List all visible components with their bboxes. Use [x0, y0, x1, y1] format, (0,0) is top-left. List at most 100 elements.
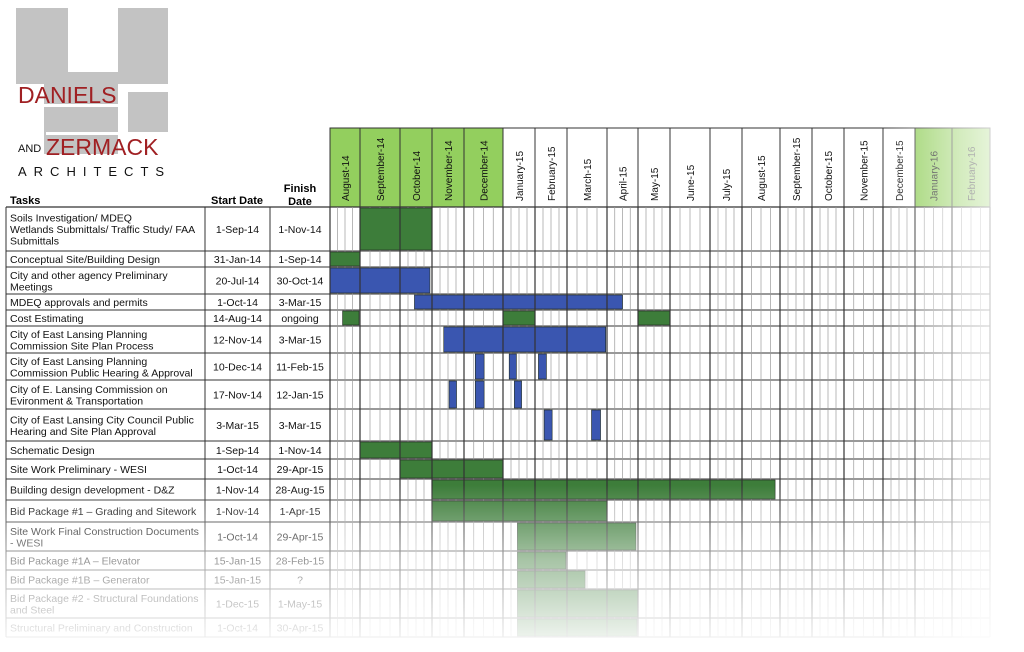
- month-label: May-15: [650, 167, 661, 201]
- task-name: Bid Package #1A – Elevator: [10, 556, 141, 568]
- task-finish-date: 3-Mar-15: [279, 335, 322, 347]
- month-label: August-15: [757, 155, 768, 201]
- task-name: Schematic Design: [10, 445, 95, 457]
- task-start-date: 1-Oct-14: [217, 623, 258, 635]
- month-label: August-14: [341, 155, 352, 201]
- month-label: September-15: [792, 137, 803, 201]
- gantt-bar: [508, 353, 517, 380]
- month-label: January-15: [515, 151, 526, 201]
- task-name: Soils Investigation/ MDEQ: [10, 213, 132, 225]
- task-start-date: 1-Oct-14: [217, 297, 258, 309]
- task-start-date: 14-Aug-14: [213, 313, 262, 325]
- task-finish-date: 1-Nov-14: [278, 445, 321, 457]
- task-start-date: 1-Dec-15: [216, 599, 259, 611]
- gantt-bar: [359, 441, 433, 459]
- gantt-bar: [359, 207, 433, 251]
- task-name: Building design development - D&Z: [10, 485, 175, 497]
- task-finish-date: 28-Feb-15: [276, 556, 325, 568]
- task-finish-date: ?: [297, 575, 303, 587]
- task-name: Structural Preliminary and Construction: [10, 623, 193, 635]
- gantt-bar: [448, 380, 457, 409]
- task-name: Site Work Final Construction Documents: [10, 526, 199, 538]
- task-name: - WESI: [10, 537, 43, 549]
- gantt-bar: [414, 294, 623, 310]
- task-start-date: 1-Oct-14: [217, 464, 258, 476]
- gantt-bar: [543, 409, 553, 441]
- gantt-bar: [517, 551, 567, 570]
- task-start-date: 1-Nov-14: [216, 506, 259, 518]
- task-name: Commission Public Hearing & Approval: [10, 367, 193, 379]
- month-label: January-16: [930, 151, 941, 201]
- month-label: November-14: [444, 140, 455, 201]
- month-label: October-15: [824, 151, 835, 201]
- task-finish-date: 1-Sep-14: [278, 254, 321, 266]
- task-start-date: 1-Sep-14: [216, 224, 259, 236]
- task-finish-date: 3-Mar-15: [279, 297, 322, 309]
- task-name: City of E. Lansing Commission on: [10, 384, 168, 396]
- task-name: City and other agency Preliminary: [10, 270, 168, 282]
- gantt-bar: [591, 409, 601, 441]
- task-name: City of East Lansing City Council Public: [10, 414, 194, 426]
- month-label: November-15: [860, 140, 871, 201]
- task-finish-date: 30-Apr-15: [277, 623, 324, 635]
- gantt-bar: [443, 326, 607, 353]
- task-start-date: 20-Jul-14: [216, 276, 260, 288]
- gantt-bar: [329, 267, 431, 294]
- month-label: February-16: [967, 146, 978, 201]
- task-finish-date: 12-Jan-15: [276, 390, 323, 402]
- gantt-bar: [431, 479, 776, 500]
- task-name: Cost Estimating: [10, 313, 84, 325]
- finish-date-header-line2: Date: [288, 196, 312, 208]
- task-name: City of East Lansing Planning: [10, 329, 147, 341]
- month-label: April-15: [619, 166, 630, 201]
- task-finish-date: 1-Apr-15: [280, 506, 321, 518]
- task-finish-date: 29-Apr-15: [277, 532, 324, 544]
- task-start-date: 1-Oct-14: [217, 532, 258, 544]
- task-finish-date: ongoing: [281, 313, 319, 325]
- gantt-bar: [517, 570, 586, 589]
- task-start-date: 3-Mar-15: [216, 420, 259, 432]
- month-label: February-15: [547, 146, 558, 201]
- gantt-bar: [538, 353, 547, 380]
- gantt-bar: [514, 380, 522, 409]
- gantt-bar: [329, 251, 361, 267]
- task-finish-date: 11-Feb-15: [276, 362, 324, 374]
- task-start-date: 15-Jan-15: [214, 575, 261, 587]
- month-label: June-15: [686, 164, 697, 201]
- gantt-bar: [399, 459, 504, 479]
- task-name: Conceptual Site/Building Design: [10, 254, 160, 266]
- task-name: Meetings: [10, 281, 53, 293]
- task-name: Site Work Preliminary - WESI: [10, 464, 147, 476]
- task-name: Bid Package #1 – Grading and Sitework: [10, 506, 197, 518]
- gantt-bar: [475, 353, 485, 380]
- month-label: December-15: [895, 140, 906, 201]
- start-date-header: Start Date: [211, 195, 263, 207]
- task-name: Bid Package #2 - Structural Foundations: [10, 593, 199, 605]
- task-name: and Steel: [10, 604, 54, 616]
- month-label: March-15: [583, 158, 594, 201]
- task-start-date: 31-Jan-14: [214, 254, 261, 266]
- task-start-date: 1-Nov-14: [216, 485, 259, 497]
- month-label: September-14: [376, 137, 387, 201]
- gantt-bar: [637, 310, 671, 326]
- tasks-header: Tasks: [10, 195, 40, 207]
- gantt-bar: [502, 310, 536, 326]
- gantt-bar: [342, 310, 360, 326]
- task-start-date: 17-Nov-14: [213, 390, 262, 402]
- task-name: Hearing and Site Plan Approval: [10, 426, 156, 438]
- gantt-bar: [431, 500, 608, 522]
- task-name: MDEQ approvals and permits: [10, 297, 148, 309]
- task-start-date: 12-Nov-14: [213, 335, 262, 347]
- task-name: Bid Package #1B – Generator: [10, 575, 150, 587]
- month-label: July-15: [722, 168, 733, 201]
- task-start-date: 10-Dec-14: [213, 362, 262, 374]
- month-label: October-14: [412, 151, 423, 201]
- task-name: Submittals: [10, 236, 59, 248]
- task-name: City of East Lansing Planning: [10, 356, 147, 368]
- gantt-bar: [475, 380, 485, 409]
- task-finish-date: 28-Aug-15: [275, 485, 324, 497]
- task-start-date: 1-Sep-14: [216, 445, 259, 457]
- task-finish-date: 1-May-15: [278, 599, 323, 611]
- task-name: Evironment & Transportation: [10, 395, 143, 407]
